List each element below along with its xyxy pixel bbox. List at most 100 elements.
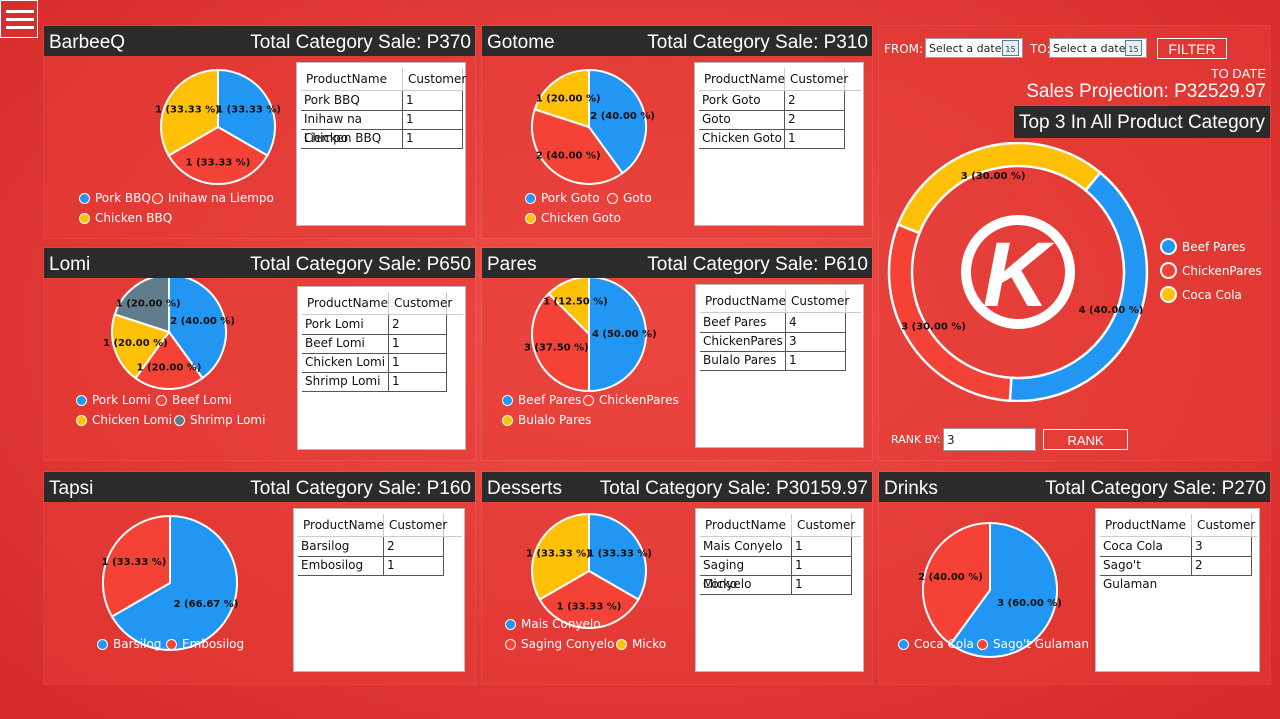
legend-item-micko[interactable]: Micko (616, 637, 666, 651)
product-grid[interactable]: ProductName Customer Mais Conyelo 1 Saging C… (695, 508, 864, 672)
column-header-customer[interactable]: Customer (786, 290, 849, 312)
category-pie-chart: 4 (50.00 %)3 (37.50 %) 1 (12.50 %) (524, 278, 657, 393)
pie-slice-chicken-bbq[interactable] (160, 68, 219, 157)
pie-slice-shrimp-lomi[interactable] (113, 278, 170, 334)
pie-data-label: 3 (60.00 %) (997, 598, 1062, 609)
column-header-customer[interactable]: Customer (1192, 514, 1255, 536)
column-header-customer[interactable]: Customer (792, 514, 855, 536)
legend-label: Chicken Lomi (92, 413, 173, 427)
pie-slice-chicken-goto[interactable] (533, 68, 590, 129)
rank-button[interactable]: RANK (1043, 429, 1128, 450)
table-row[interactable]: Inihaw na Liempo 1 (301, 110, 463, 145)
legend-item-beef-pares[interactable]: Beef Pares (502, 393, 581, 407)
legend-item-inihaw-na-liempo[interactable]: Inihaw na Liempo (152, 191, 274, 205)
table-row[interactable]: Beef Pares 4 (700, 313, 846, 333)
legend-label: Beef Pares (1182, 240, 1246, 254)
legend-item-chicken-goto[interactable]: Chicken Goto (525, 211, 621, 225)
legend-swatch-icon (79, 193, 90, 204)
table-row[interactable]: Pork Goto 2 (699, 91, 845, 111)
table-row[interactable]: Mais Conyelo 1 (700, 537, 852, 557)
column-header-customer[interactable]: Customer (384, 514, 447, 536)
legend-item-shrimp-lomi[interactable]: Shrimp Lomi (174, 413, 265, 427)
legend-item-beef-lomi[interactable]: Beef Lomi (156, 393, 232, 407)
legend-item-coca-cola[interactable]: Coca Cola (1160, 286, 1242, 303)
pie-slice-chicken-lomi[interactable] (111, 313, 171, 380)
column-header-productname[interactable]: ProductName (298, 514, 384, 536)
legend-item-sago-t-gulaman[interactable]: Sago't Gulaman (977, 637, 1089, 651)
table-row[interactable]: Sago't Gulaman 2 (1100, 556, 1252, 591)
table-row[interactable]: Micko 1 (700, 575, 852, 595)
menu-button[interactable] (0, 0, 38, 38)
table-row[interactable]: Chicken Goto 1 (699, 129, 845, 149)
table-row[interactable]: Embosilog 1 (298, 556, 444, 576)
calendar-icon[interactable]: 15 (1002, 40, 1019, 56)
pie-slice-sago-t-gulaman[interactable] (922, 521, 991, 646)
legend-item-chickenpares[interactable]: ChickenPares (583, 393, 679, 407)
pie-slice-pork-goto[interactable] (588, 68, 647, 175)
legend-item-mais-conyelo[interactable]: Mais Conyelo (505, 617, 601, 631)
legend-item-bulalo-pares[interactable]: Bulalo Pares (502, 413, 591, 427)
pie-slice-micko[interactable] (531, 512, 590, 601)
column-header-productname[interactable]: ProductName (700, 514, 792, 536)
table-row[interactable]: Pork Lomi 2 (302, 315, 447, 335)
pie-slice-barsilog[interactable] (110, 514, 238, 651)
filter-button[interactable]: FILTER (1157, 38, 1227, 59)
legend-item-chicken-bbq[interactable]: Chicken BBQ (79, 211, 172, 225)
table-row[interactable]: Saging Conyelo 1 (700, 556, 852, 591)
pie-slice-inihaw-na-liempo[interactable] (167, 125, 269, 185)
pie-slice-saging-conyelo[interactable] (538, 569, 640, 629)
pie-slice-pork-lomi[interactable] (168, 278, 227, 380)
legend-item-pork-goto[interactable]: Pork Goto (525, 191, 600, 205)
column-header-productname[interactable]: ProductName (301, 68, 403, 90)
product-grid[interactable]: ProductName Customer Pork BBQ 1 Inihaw na Li… (296, 62, 466, 226)
column-header-productname[interactable]: ProductName (302, 292, 389, 314)
column-header-productname[interactable]: ProductName (700, 290, 786, 312)
rank-by-input[interactable]: 3 (943, 428, 1036, 451)
legend-label: Barsilog (113, 637, 162, 651)
product-grid[interactable]: ProductName Customer Beef Pares 4 ChickenPar… (695, 284, 864, 448)
to-date-input[interactable]: Select a date (1049, 38, 1147, 58)
pie-slice-coca-cola[interactable] (949, 521, 1058, 658)
pie-slice-embosilog[interactable] (102, 514, 171, 618)
from-date-input[interactable]: Select a date (925, 38, 1023, 58)
product-grid[interactable]: ProductName Customer Pork Lomi 2 Beef Lomi 1 C… (297, 286, 466, 450)
product-grid[interactable]: ProductName Customer Barsilog 2 Embosilog 1 (293, 508, 465, 672)
column-header-productname[interactable]: ProductName (699, 68, 785, 90)
category-panel-desserts: Desserts Total Category Sale: P30159.97 1 … (482, 472, 872, 684)
legend-item-pork-lomi[interactable]: Pork Lomi (76, 393, 151, 407)
column-header-customer[interactable]: Customer (403, 68, 466, 90)
legend-item-goto[interactable]: Goto (607, 191, 652, 205)
table-row[interactable]: Shrimp Lomi 1 (302, 372, 447, 392)
table-row[interactable]: Bulalo Pares 1 (700, 351, 846, 371)
table-row[interactable]: Chicken BBQ 1 (301, 129, 463, 149)
column-header-customer[interactable]: Customer (389, 292, 452, 314)
table-row[interactable]: Chicken Lomi 1 (302, 353, 447, 373)
product-grid[interactable]: ProductName Customer Pork Goto 2 Goto 2 Chicke… (694, 62, 864, 226)
calendar-icon[interactable]: 15 (1125, 40, 1142, 56)
table-row[interactable]: Barsilog 2 (298, 537, 444, 557)
legend-item-saging-conyelo[interactable]: Saging Conyelo (505, 637, 614, 651)
legend-item-pork-bbq[interactable]: Pork BBQ (79, 191, 151, 205)
pie-slice-beef-lomi[interactable] (134, 330, 204, 390)
donut-slice-coca-cola[interactable] (896, 142, 1102, 235)
pie-slice-goto[interactable] (531, 108, 624, 185)
table-row[interactable]: Beef Lomi 1 (302, 334, 447, 354)
pie-slice-bulalo-pares[interactable] (547, 278, 590, 337)
legend-item-coca-cola[interactable]: Coca Cola (898, 637, 974, 651)
product-name-cell: Shrimp Lomi (302, 372, 389, 391)
pie-slice-beef-pares[interactable] (588, 278, 647, 393)
pie-data-label: 1 (33.33 %) (102, 557, 167, 568)
table-row[interactable]: ChickenPares 3 (700, 332, 846, 352)
column-header-productname[interactable]: ProductName (1100, 514, 1192, 536)
legend-item-chicken-lomi[interactable]: Chicken Lomi (76, 413, 172, 427)
table-row[interactable]: Coca Cola 3 (1100, 537, 1252, 557)
pie-slice-chickenpares[interactable] (531, 292, 590, 393)
table-row[interactable]: Goto 2 (699, 110, 845, 130)
legend-item-beef-pares[interactable]: Beef Pares (1160, 238, 1245, 255)
table-row[interactable]: Pork BBQ 1 (301, 91, 463, 111)
legend-item-chickenpares[interactable]: ChickenPares (1160, 262, 1262, 279)
legend-item-barsilog[interactable]: Barsilog (97, 637, 161, 651)
column-header-customer[interactable]: Customer (785, 68, 848, 90)
product-grid[interactable]: ProductName Customer Coca Cola 3 Sago't Gula… (1095, 508, 1260, 672)
legend-item-embosilog[interactable]: Embosilog (166, 637, 244, 651)
